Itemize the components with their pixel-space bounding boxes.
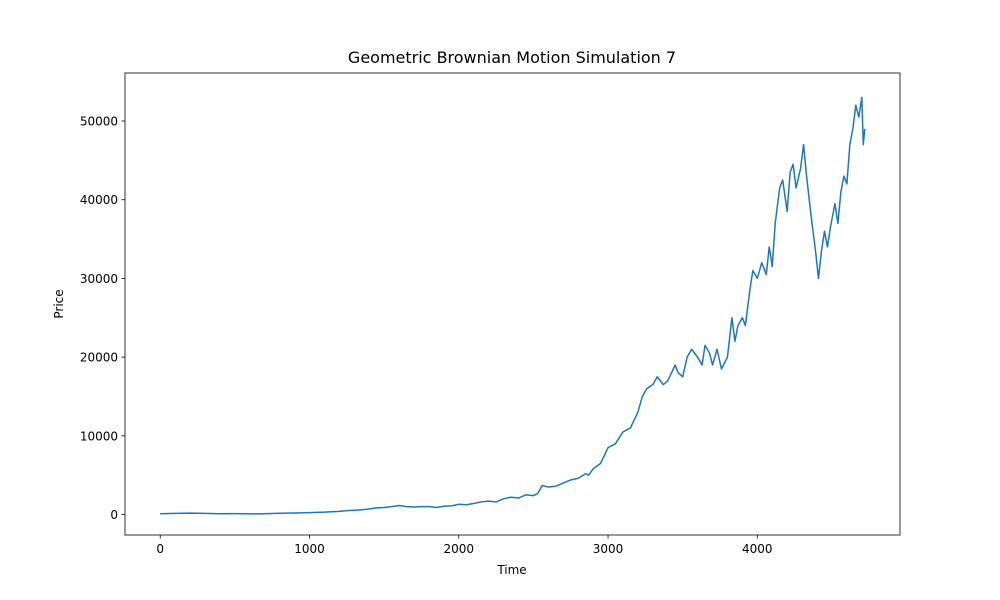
chart-title: Geometric Brownian Motion Simulation 7 xyxy=(348,48,676,67)
y-tick-label: 50000 xyxy=(80,115,118,129)
x-tick-label: 2000 xyxy=(443,542,474,556)
y-axis-label: Price xyxy=(52,289,66,318)
y-tick-label: 10000 xyxy=(80,429,118,443)
x-tick-label: 0 xyxy=(156,542,164,556)
y-tick-label: 40000 xyxy=(80,193,118,207)
y-tick-label: 0 xyxy=(110,508,118,522)
y-tick-label: 30000 xyxy=(80,272,118,286)
x-tick-label: 4000 xyxy=(742,542,773,556)
plot-area xyxy=(160,96,866,515)
x-tick-label: 3000 xyxy=(593,542,624,556)
price-line xyxy=(160,96,866,515)
axes-frame xyxy=(124,72,901,536)
x-tick-label: 1000 xyxy=(294,542,325,556)
x-axis-label: Time xyxy=(496,563,526,577)
y-tick-label: 20000 xyxy=(80,351,118,365)
